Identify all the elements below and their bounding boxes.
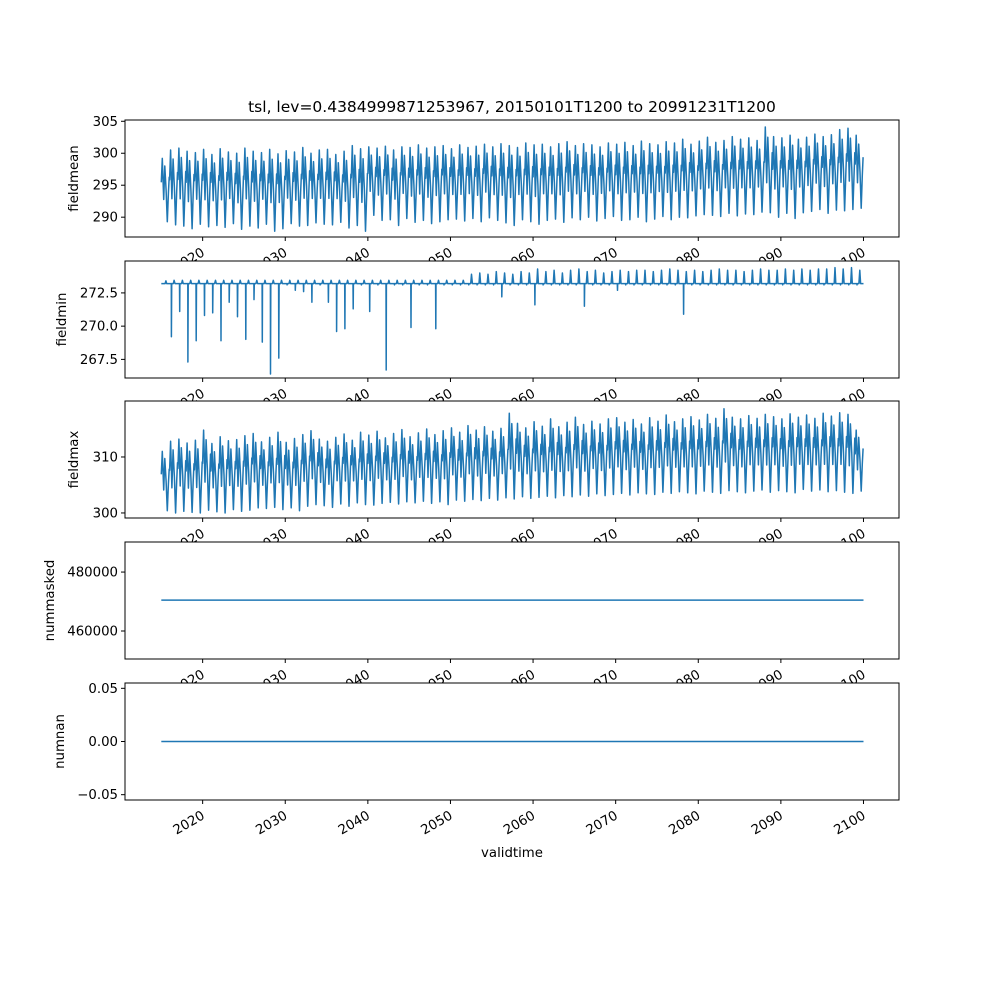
y-tick-label: 270.0 <box>80 320 118 335</box>
y-tick-label: 0.00 <box>88 735 118 750</box>
y-axis-label: fieldmin <box>55 293 70 347</box>
y-axis-label: nummasked <box>43 560 58 642</box>
y-tick-label: 290 <box>93 211 118 226</box>
y-tick-label: 310 <box>93 450 118 465</box>
chart-title: tsl, lev=0.4384999871253967, 20150101T12… <box>248 98 776 116</box>
y-tick-label: 480000 <box>67 566 118 581</box>
axes-frame <box>124 260 900 379</box>
y-axis-label: numnan <box>53 714 68 769</box>
y-axis-label: fieldmax <box>67 431 82 489</box>
axes-frame <box>124 119 900 238</box>
axes-frame <box>124 541 900 660</box>
fieldmax-series-line <box>160 408 864 514</box>
fieldmin-series-line <box>161 266 864 375</box>
y-axis-label: fieldmean <box>67 145 82 211</box>
y-tick-label: 295 <box>93 179 118 194</box>
x-axis-label: validtime <box>481 846 543 861</box>
y-tick-label: 300 <box>93 147 118 162</box>
y-tick-label: 305 <box>93 115 118 130</box>
y-tick-label: 460000 <box>67 625 118 640</box>
fieldmean-series-line <box>160 126 864 232</box>
y-tick-label: 0.05 <box>88 682 118 697</box>
y-tick-label: −0.05 <box>77 788 118 803</box>
y-tick-label: 272.5 <box>80 286 118 301</box>
y-tick-label: 300 <box>93 506 118 521</box>
axes-frame <box>124 400 900 519</box>
y-tick-label: 267.5 <box>80 353 118 368</box>
